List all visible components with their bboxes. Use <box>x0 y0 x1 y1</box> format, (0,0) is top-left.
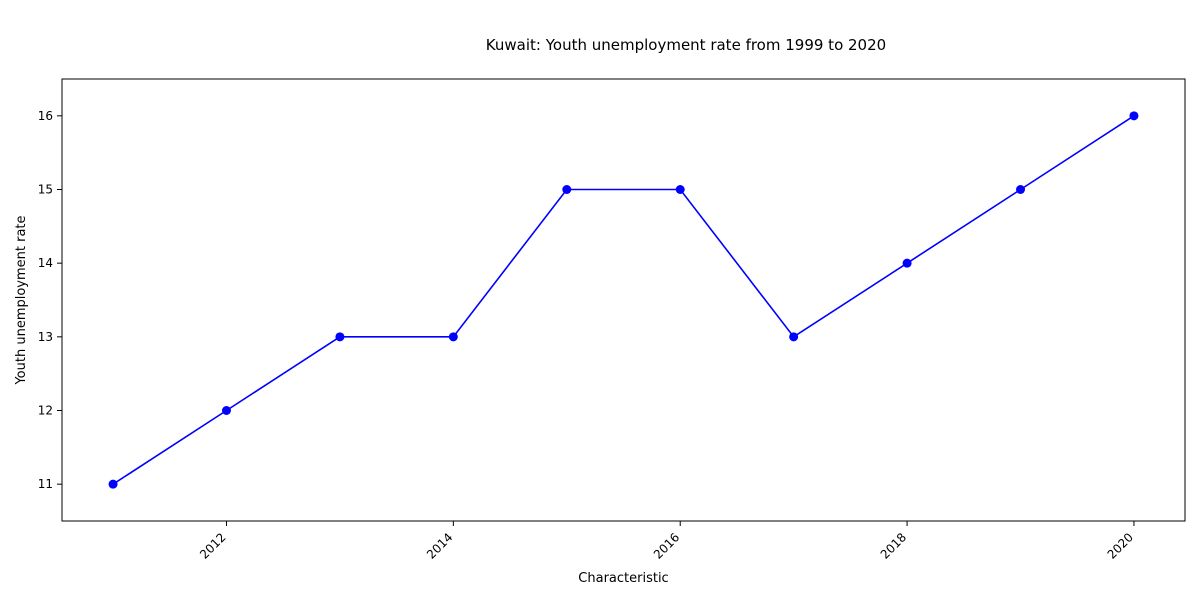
data-point <box>789 332 799 342</box>
chart-title: Kuwait: Youth unemployment rate from 199… <box>486 36 886 54</box>
x-axis-label: Characteristic <box>578 571 668 586</box>
series-group <box>108 111 1139 489</box>
y-axis-ticks: 11 12 13 14 15 16 <box>38 109 62 491</box>
x-tick-label: 2020 <box>1105 530 1136 561</box>
data-point <box>902 258 912 268</box>
x-axis-ticks: 2012 2014 2016 2018 2020 <box>197 521 1136 562</box>
y-tick-label: 12 <box>38 404 53 418</box>
y-tick-label: 11 <box>38 477 53 491</box>
y-tick-label: 14 <box>38 256 53 270</box>
data-point <box>562 185 572 194</box>
y-tick-label: 16 <box>38 109 53 123</box>
data-point <box>1129 111 1139 121</box>
plot-area: 2012 2014 2016 2018 2020 11 12 13 14 15 16 <box>38 78 1186 562</box>
data-point <box>108 479 118 489</box>
x-tick-label: 2012 <box>197 530 228 561</box>
y-tick-label: 13 <box>38 330 53 344</box>
x-tick-label: 2016 <box>651 530 682 561</box>
y-tick-label: 15 <box>38 183 53 197</box>
data-point <box>448 332 458 342</box>
y-axis-label: Youth unemployment rate <box>14 215 29 385</box>
x-tick-label: 2018 <box>878 530 909 561</box>
x-tick-label: 2014 <box>424 530 455 561</box>
series-line <box>112 115 1135 485</box>
data-point <box>1016 185 1026 194</box>
data-point <box>335 332 345 342</box>
data-point <box>675 185 685 194</box>
plot-frame <box>61 78 1186 522</box>
data-point <box>221 406 231 415</box>
